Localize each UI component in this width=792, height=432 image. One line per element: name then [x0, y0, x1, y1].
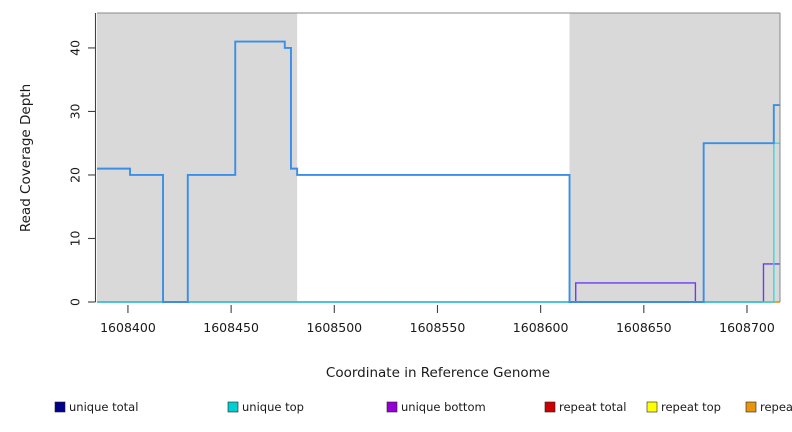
y-axis: 0 10 20 30 40: [68, 13, 97, 306]
y-tick-label: 30: [68, 103, 83, 119]
x-tick-label: 1608400: [100, 320, 156, 335]
x-tick-group: 1608400 1608450 1608500 1608550 1608600 16086…: [100, 305, 775, 335]
legend-label-unique-top: unique top: [242, 400, 304, 414]
y-tick-group: 0 10 20 30 40: [68, 40, 96, 306]
legend-swatch-unique-bottom: [386, 401, 398, 413]
shaded-region-group: [97, 13, 780, 302]
legend-swatch-unique-total: [54, 401, 66, 413]
y-tick-label: 40: [68, 40, 83, 56]
x-axis-title: Coordinate in Reference Genome: [326, 365, 550, 381]
legend-swatch-repeat-bottom: [745, 401, 757, 413]
legend-label-unique-bottom: unique bottom: [401, 400, 486, 414]
legend-swatch-repeat-top: [646, 401, 658, 413]
y-axis-title: Read Coverage Depth: [18, 84, 34, 232]
series-line-unique-total: [97, 40, 780, 303]
x-tick-label: 1608450: [203, 320, 259, 335]
legend-label-repeat-bottom: repeat bottom: [760, 400, 792, 414]
y-tick-label: 10: [68, 230, 83, 246]
legend-swatch-unique-top: [227, 401, 239, 413]
x-tick-label: 1608700: [719, 320, 775, 335]
shaded-region-0: [97, 13, 298, 302]
x-tick-label: 1608650: [616, 320, 672, 335]
data-series-group: [97, 12, 781, 303]
x-tick-label: 1608500: [306, 320, 362, 335]
x-tick-label: 1608600: [513, 320, 569, 335]
legend-label-unique-total: unique total: [69, 400, 138, 414]
shaded-region-1: [569, 13, 780, 302]
legend-label-repeat-top: repeat top: [661, 400, 721, 414]
y-tick-label: 0: [68, 298, 83, 306]
legend-swatch-repeat-total: [544, 401, 556, 413]
series-line-unique-top: [97, 142, 780, 303]
y-tick-label: 20: [68, 167, 83, 183]
x-axis: 1608400 1608450 1608500 1608550 1608600 16086…: [100, 305, 775, 335]
chart-legend: unique total unique top unique bottom repea…: [54, 400, 792, 414]
legend-label-repeat-total: repeat total: [559, 400, 626, 414]
x-tick-label: 1608550: [410, 320, 466, 335]
